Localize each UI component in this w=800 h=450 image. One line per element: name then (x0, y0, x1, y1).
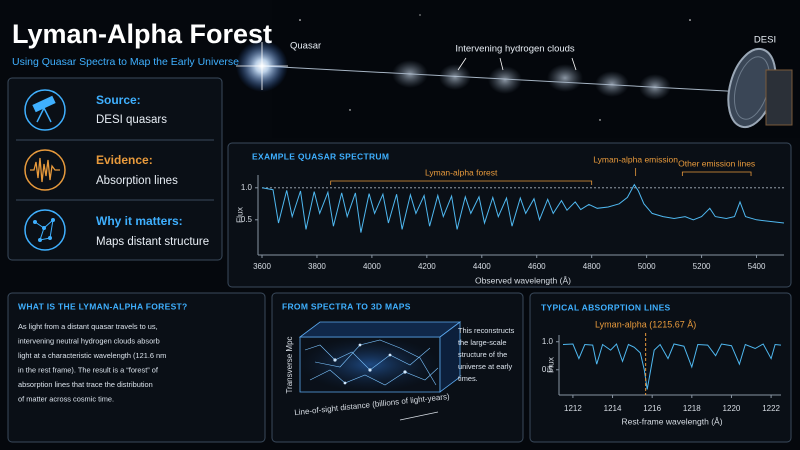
annotation: Other emission lines (678, 158, 755, 168)
paragraph-line: in the rest frame). The result is a “for… (18, 365, 159, 374)
annotation: Lyman-alpha emission (593, 154, 678, 164)
icon-spectrum (24, 149, 66, 191)
icon-telescope (24, 89, 66, 131)
paragraph-line: light at a characteristic wavelength (12… (18, 351, 166, 360)
card-text: Absorption lines (96, 175, 178, 187)
x-tick-label: 1212 (564, 404, 582, 413)
chart-title: EXAMPLE QUASAR SPECTRUM (252, 151, 389, 161)
quasar-label: Quasar (290, 41, 321, 52)
cube-y-label: Transverse Mpc (285, 336, 294, 393)
cards-box (7, 77, 223, 261)
marker-label: Lyman-alpha (1215.67 Å) (595, 319, 696, 329)
x-tick-label: 1222 (762, 404, 780, 413)
panel-title: WHAT IS THE LYMAN-ALPHA FOREST? (18, 301, 188, 311)
annotation: Lyman-alpha forest (425, 167, 498, 177)
page-title: Lyman-Alpha Forest (12, 19, 272, 49)
absorption-box (529, 292, 792, 443)
x-tick-label: 4000 (363, 262, 381, 271)
paragraph-line: structure of the (458, 350, 507, 359)
paragraph-line: the large-scale (458, 338, 506, 347)
annotation-bracket (330, 180, 593, 185)
x-tick-label: 1214 (604, 404, 622, 413)
x-tick-label: 5400 (748, 262, 766, 271)
card-title: Why it matters: (96, 214, 183, 228)
card-title: Evidence: (96, 153, 153, 167)
spectrum-line (562, 343, 782, 390)
x-axis-label: Rest-frame wavelength (Å) (621, 416, 722, 426)
y-axis-label: Flux (545, 356, 555, 373)
y-tick-label: 0.5 (542, 365, 554, 374)
x-tick-label: 4200 (418, 262, 436, 271)
icon-network (24, 209, 66, 251)
x-tick-label: 1216 (643, 404, 661, 413)
paragraph-line: This reconstructs (458, 326, 515, 335)
paragraph-line: universe at early (458, 362, 513, 371)
y-tick-label: 1.0 (241, 183, 253, 192)
paragraph-line: absorption lines that trace the distribu… (18, 380, 153, 389)
page-subtitle: Using Quasar Spectra to Map the Early Un… (12, 56, 239, 68)
telescope-label: DESI (754, 35, 776, 46)
illustration (236, 0, 800, 138)
card-text: DESI quasars (96, 114, 167, 126)
chart-title: TYPICAL ABSORPTION LINES (541, 302, 671, 312)
x-tick-label: 1220 (723, 404, 741, 413)
paragraph-line: As light from a distant quasar travels t… (18, 322, 158, 331)
panel-title: FROM SPECTRA TO 3D MAPS (282, 301, 411, 311)
card-title: Source: (96, 93, 141, 107)
x-tick-label: 4800 (583, 262, 601, 271)
x-tick-label: 1218 (683, 404, 701, 413)
x-tick-label: 5200 (693, 262, 711, 271)
x-tick-label: 3600 (253, 262, 271, 271)
y-axis-label: Flux (234, 206, 244, 223)
x-tick-label: 5000 (638, 262, 656, 271)
paragraph-line: intervening neutral hydrogen clouds abso… (18, 336, 160, 345)
x-axis-label: Observed wavelength (Å) (475, 275, 571, 285)
forest-box (7, 292, 266, 443)
y-tick-label: 1.0 (542, 337, 554, 346)
paragraph-line: of matter across cosmic time. (18, 394, 114, 403)
paragraph-line: times. (458, 374, 478, 383)
annotation-bracket (681, 171, 752, 176)
y-tick-label: 0.5 (241, 215, 253, 224)
x-tick-label: 3800 (308, 262, 326, 271)
x-tick-label: 4400 (473, 262, 491, 271)
card-text: Maps distant structure (96, 236, 209, 248)
spectrum-line (261, 183, 785, 233)
clouds-label: Intervening hydrogen clouds (455, 44, 575, 55)
x-tick-label: 4600 (528, 262, 546, 271)
cube (298, 321, 462, 421)
